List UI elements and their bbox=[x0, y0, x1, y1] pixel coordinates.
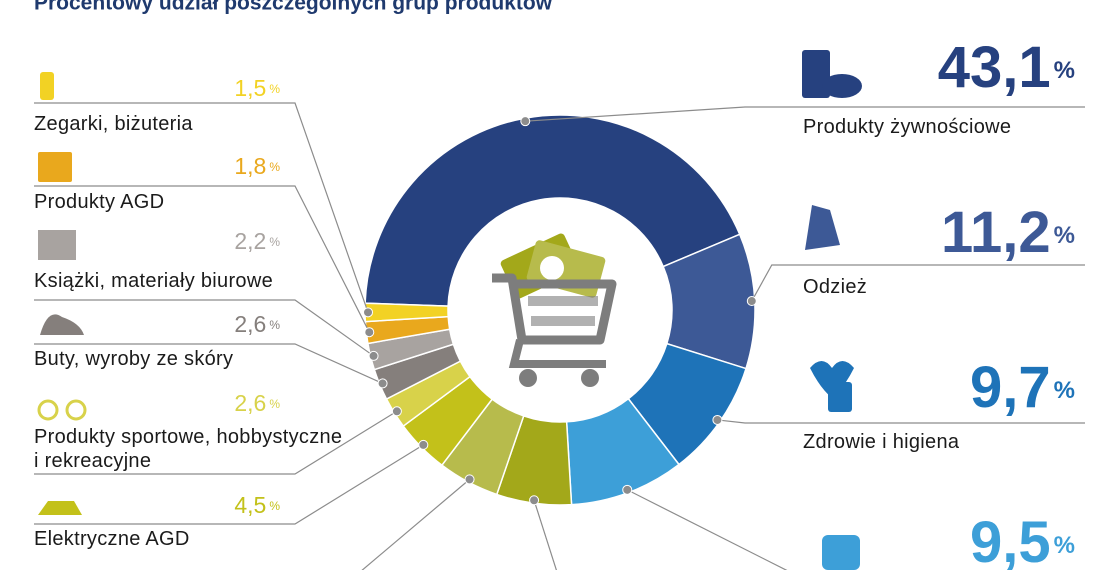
value-number: 2,2 bbox=[234, 228, 266, 254]
leader-dot bbox=[746, 296, 757, 307]
category-line: Produkty żywnościowe bbox=[803, 116, 1011, 138]
category-label: Produkty żywnościowe bbox=[803, 116, 1011, 138]
leader-line bbox=[525, 106, 1085, 122]
category-line: Produkty AGD bbox=[34, 191, 164, 213]
value-unit: % bbox=[269, 160, 280, 174]
cart-icon bbox=[492, 233, 617, 387]
value-label: 1,8% bbox=[234, 153, 280, 179]
value-number: 11,2 bbox=[941, 200, 1051, 265]
value-unit: % bbox=[269, 235, 280, 249]
value-label: 9,5% bbox=[970, 510, 1075, 570]
category-line: Produkty sportowe, hobbystyczne bbox=[34, 426, 342, 448]
value-label: 2,6% bbox=[234, 311, 280, 337]
value-number: 9,5 bbox=[970, 510, 1051, 570]
leader-line bbox=[717, 419, 1085, 424]
leader-line bbox=[34, 444, 424, 525]
category-line: Buty, wyroby ze skóry bbox=[34, 348, 233, 370]
leader-line bbox=[34, 410, 398, 475]
value-unit: % bbox=[1054, 532, 1075, 559]
value-label: 1,5% bbox=[234, 75, 280, 101]
value-unit: % bbox=[269, 318, 280, 332]
chart-title: Procentowy udział poszczególnych grup pr… bbox=[34, 0, 553, 15]
value-number: 1,8 bbox=[234, 153, 266, 179]
donut-slice bbox=[364, 114, 741, 307]
category-label: Elektryczne AGD bbox=[34, 528, 190, 550]
value-unit: % bbox=[269, 397, 280, 411]
value-unit: % bbox=[269, 499, 280, 513]
value-label: 9,7% bbox=[970, 355, 1075, 420]
category-label: Produkty AGD bbox=[34, 191, 164, 213]
leader-line bbox=[34, 185, 370, 333]
leader-dot bbox=[520, 116, 531, 127]
value-unit: % bbox=[1054, 57, 1075, 84]
value-number: 9,7 bbox=[970, 355, 1051, 420]
leader-line bbox=[34, 299, 374, 357]
leader-line bbox=[626, 489, 788, 570]
category-line: Zegarki, biżuteria bbox=[34, 113, 193, 135]
category-label: Buty, wyroby ze skóry bbox=[34, 348, 233, 370]
value-number: 2,6 bbox=[234, 311, 266, 337]
category-line: i rekreacyjne bbox=[34, 450, 151, 472]
value-label: 2,6% bbox=[234, 390, 280, 416]
icons bbox=[37, 50, 862, 570]
category-line: Książki, materiały biurowe bbox=[34, 270, 273, 292]
value-number: 2,6 bbox=[234, 390, 266, 416]
value-label: 2,2% bbox=[234, 228, 280, 254]
category-label: Zegarki, biżuteria bbox=[34, 113, 193, 135]
leader-line bbox=[361, 478, 470, 570]
category-label: Produkty sportowe, hobbystyczne i rekreac… bbox=[34, 426, 342, 472]
value-label: 43,1% bbox=[938, 35, 1075, 100]
leader-dot bbox=[391, 406, 402, 417]
leader-dot bbox=[363, 307, 374, 318]
leader-line bbox=[34, 102, 369, 313]
value-number: 4,5 bbox=[234, 492, 266, 518]
category-label: Odzież bbox=[803, 276, 867, 298]
value-label: 11,2% bbox=[941, 200, 1075, 265]
value-number: 43,1 bbox=[938, 35, 1051, 100]
leader-dot bbox=[464, 474, 475, 485]
category-label: Książki, materiały biurowe bbox=[34, 270, 273, 292]
category-line: Odzież bbox=[803, 276, 867, 298]
leader-line bbox=[34, 343, 383, 384]
leader-dot bbox=[529, 495, 540, 506]
leader-dot bbox=[712, 414, 723, 425]
value-label: 4,5% bbox=[234, 492, 280, 518]
leader-dot bbox=[364, 327, 375, 338]
value-unit: % bbox=[1054, 377, 1075, 404]
category-line: Elektryczne AGD bbox=[34, 528, 190, 550]
category-line: Zdrowie i higiena bbox=[803, 431, 960, 453]
leader-dot bbox=[368, 350, 379, 361]
leader-dot bbox=[377, 378, 388, 389]
value-unit: % bbox=[1054, 222, 1075, 249]
leader-line bbox=[533, 500, 557, 570]
category-label: Zdrowie i higiena bbox=[803, 431, 960, 453]
leader-line bbox=[751, 264, 1085, 302]
leader-dot bbox=[622, 484, 633, 495]
value-unit: % bbox=[269, 82, 280, 96]
leader-dot bbox=[418, 439, 429, 450]
value-number: 1,5 bbox=[234, 75, 266, 101]
